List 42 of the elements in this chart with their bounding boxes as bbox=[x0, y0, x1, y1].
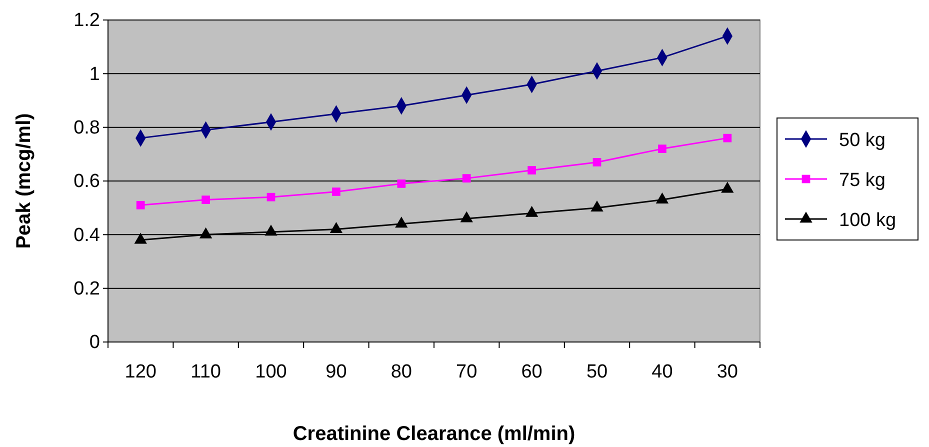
x-tick-label: 50 bbox=[586, 361, 608, 382]
point bbox=[460, 211, 473, 222]
point bbox=[462, 174, 471, 182]
x-tick-label: 30 bbox=[716, 361, 738, 382]
point bbox=[528, 166, 536, 174]
point bbox=[202, 196, 210, 204]
y-tick-label: 1.2 bbox=[74, 10, 100, 32]
y-tick-label: 0.6 bbox=[74, 171, 100, 192]
point bbox=[134, 232, 147, 244]
point bbox=[723, 134, 732, 142]
y-tick-label: 0 bbox=[89, 332, 100, 354]
y-tick-label: 0.8 bbox=[74, 117, 100, 138]
legend-label: 100 kg bbox=[839, 210, 896, 231]
y-axis-title: Peak (mcg/ml) bbox=[13, 113, 35, 249]
point bbox=[721, 182, 734, 193]
x-tick-label: 100 bbox=[255, 361, 287, 382]
point bbox=[592, 158, 602, 166]
point bbox=[136, 200, 145, 210]
y-tick-label: 1 bbox=[89, 64, 100, 85]
point bbox=[264, 224, 278, 236]
point bbox=[525, 206, 538, 217]
point bbox=[395, 216, 408, 228]
point bbox=[330, 222, 343, 233]
x-tick-label: 40 bbox=[652, 361, 673, 382]
x-tick-label: 60 bbox=[521, 361, 542, 382]
point bbox=[199, 227, 212, 238]
x-tick-label: 80 bbox=[390, 361, 412, 382]
point bbox=[332, 188, 340, 196]
point bbox=[266, 192, 276, 202]
x-tick-label: 120 bbox=[124, 361, 156, 382]
x-axis-title: Creatinine Clearance (ml/min) bbox=[292, 423, 576, 445]
y-tick-label: 0.2 bbox=[74, 278, 100, 300]
point bbox=[590, 200, 604, 212]
point bbox=[656, 192, 669, 204]
y-tick-label: 0.4 bbox=[74, 224, 100, 246]
point bbox=[658, 144, 666, 153]
legend-label: 50 kg bbox=[839, 130, 886, 151]
x-tick-label: 70 bbox=[456, 361, 478, 382]
x-tick-label: 110 bbox=[190, 361, 221, 382]
legend-label: 75 kg bbox=[839, 170, 886, 191]
x-tick-label: 90 bbox=[326, 361, 347, 382]
point bbox=[397, 180, 406, 188]
